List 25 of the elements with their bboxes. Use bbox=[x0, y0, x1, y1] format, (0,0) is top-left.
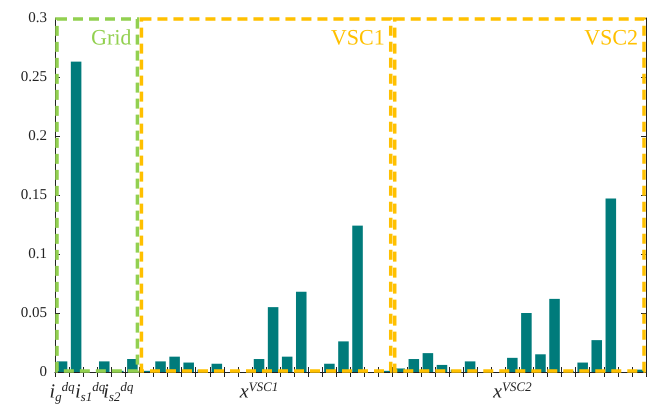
bar bbox=[254, 359, 264, 372]
annotation: Grid bbox=[91, 24, 132, 50]
bar bbox=[408, 359, 420, 372]
bar bbox=[535, 354, 546, 372]
y-tick-label: 0.1 bbox=[28, 246, 47, 262]
y-tick-label: 0 bbox=[40, 364, 47, 380]
bar bbox=[507, 358, 518, 372]
bar bbox=[338, 341, 349, 372]
y-tick-label: 0.3 bbox=[28, 10, 47, 26]
bar bbox=[352, 226, 363, 372]
y-tick-label: 0.05 bbox=[20, 305, 47, 321]
y-tick-label: 0.15 bbox=[20, 187, 47, 203]
bar bbox=[521, 313, 532, 372]
bar bbox=[70, 62, 82, 372]
annotation: VSC1 bbox=[330, 24, 385, 50]
bar bbox=[606, 198, 616, 372]
bar bbox=[422, 353, 434, 372]
annotation: VSC2 bbox=[584, 24, 638, 50]
y-tick-label: 0.2 bbox=[28, 128, 47, 144]
bar bbox=[296, 292, 307, 372]
bar bbox=[549, 298, 560, 372]
bar bbox=[591, 340, 602, 372]
bar bbox=[282, 356, 292, 372]
y-tick-label: 0.25 bbox=[20, 69, 47, 85]
bar bbox=[268, 307, 278, 372]
